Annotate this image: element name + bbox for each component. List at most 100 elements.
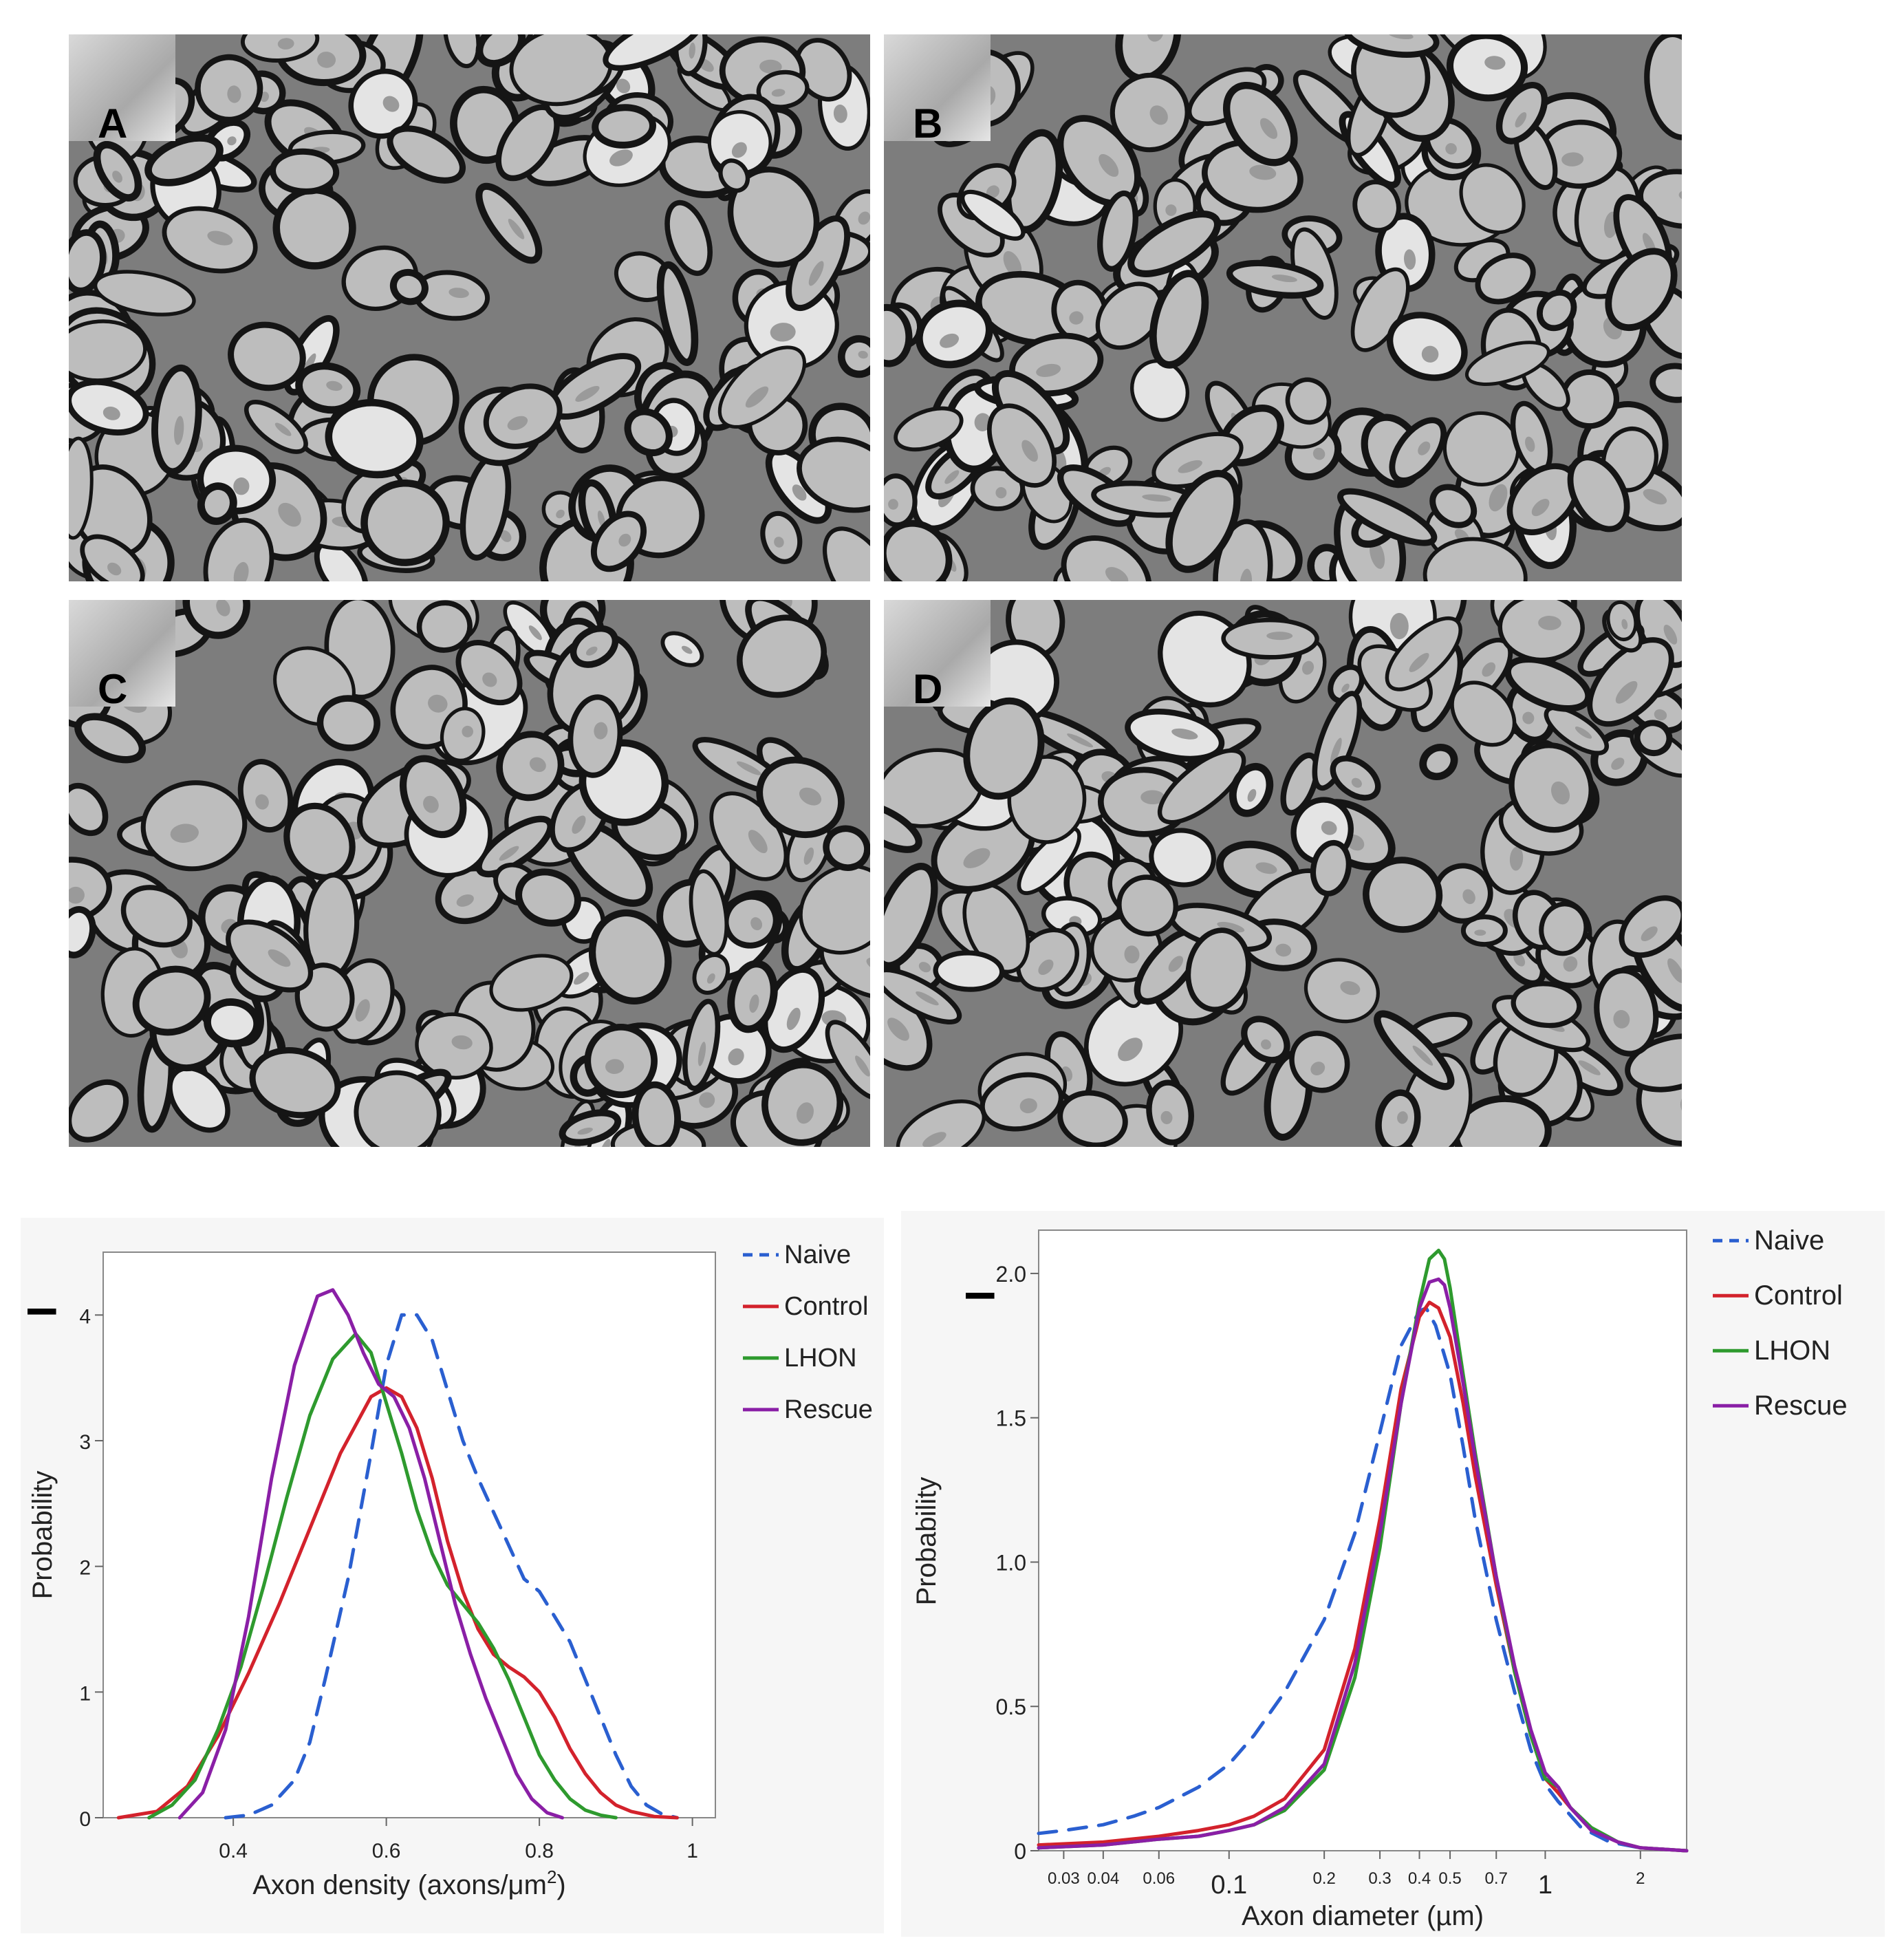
axon-profile [440,707,486,762]
axon-profile [884,519,953,581]
legend-label-naive: Naive [784,1240,851,1269]
axon-profile [1337,488,1438,546]
axon-profile [631,1081,681,1147]
panel-label-box [69,600,175,707]
micrograph-image [69,34,870,581]
axon-profile [1017,826,1081,896]
axon-profile [132,965,211,1036]
axon-profile [237,759,294,833]
x-tick-label: 0.8 [525,1840,554,1862]
axon-profile [588,909,672,1005]
axon-profile [140,780,248,872]
x-tick-label: 0.6 [372,1840,401,1862]
axon-profile [80,534,145,581]
axon-profile [1385,616,1462,691]
panel-label-box [884,34,991,141]
y-tick-label: 2 [79,1557,91,1580]
axon-profile [664,200,713,277]
x-axis-label: Axon diameter (µm) [1242,1901,1484,1931]
axon-profile [1130,358,1189,422]
axon-profile [727,960,778,1033]
axon-profile [1149,828,1216,888]
y-tick-label: 1 [79,1682,91,1705]
axon-profile [1157,748,1246,825]
legend-label-rescue: Rescue [784,1395,873,1424]
axon-profile [718,158,750,193]
legend-label-rescue: Rescue [1754,1390,1848,1421]
axon-profile [884,303,913,367]
axon-profile [1508,742,1594,833]
axon-density-chart: 0 1 2 3 4 0.4 0.6 0.8 1 Probability Axon density… [19,1240,873,1900]
y-tick-label: 2.0 [996,1262,1026,1287]
axon-profile [360,479,450,566]
axon-profile [1083,989,1184,1087]
x-tick-label: 0.1 [1211,1871,1247,1900]
axon-profile [325,398,424,479]
axon-profile [203,517,274,581]
plot-frame [102,1251,716,1818]
plot-frame [1038,1229,1687,1851]
legend-label-lhon: LHON [784,1344,857,1373]
axon-profile [162,206,258,274]
micrograph-image [884,600,1682,1147]
y-tick-label: 0 [79,1808,91,1831]
axon-profile [93,270,196,316]
axon-profile [590,511,647,572]
axon-profile [1213,519,1273,581]
axon-profile [980,1072,1064,1132]
axon-profile [1475,252,1536,305]
axon-profile [489,954,574,1012]
axon-profile [195,54,263,123]
axon-profile [1625,1033,1682,1093]
panel-label-box [69,34,175,141]
x-axis-label-text: Axon density (axons/μm [252,1870,547,1900]
axon-profile [204,998,261,1048]
axon-profile [69,229,107,294]
axon-profile [797,436,870,513]
micrograph-image [69,600,870,1147]
axon-profile [761,966,825,1053]
x-tick-label: 0.4 [1408,1869,1431,1888]
axon-profile [93,140,142,202]
axon-profile [475,182,543,264]
axon-profile [822,526,870,581]
axon-profile [933,950,1005,992]
axon-profile [1310,839,1352,896]
axon-profile [69,906,96,958]
legend: Naive Control LHON Rescue [1713,1225,1848,1421]
axon-profile [823,825,870,871]
axon-profile [496,731,565,802]
axon-profile [74,713,147,764]
axon-profile [387,125,466,184]
axon-profile [567,694,623,778]
axon-profile [756,69,810,109]
axon-profile [1289,1031,1350,1093]
axon-profile [1511,981,1582,1029]
legend: Naive Control LHON Rescue [743,1240,873,1424]
axon-profile [1389,417,1447,484]
axon-profile [416,600,473,653]
axon-profile [1343,34,1440,58]
axon-profile [837,335,870,378]
axon-profile [1185,927,1251,1013]
axon-profile [1606,600,1638,642]
y-tick-label: 3 [79,1431,91,1454]
x-tick-label: 0.5 [1438,1869,1461,1888]
axon-profile [736,614,827,698]
axon-profile [603,34,705,71]
axon-profile [240,34,320,63]
y-axis-label: Probability [911,1477,942,1606]
axon-profile [1587,637,1674,727]
axon-profile [559,1109,622,1146]
axon-profile [475,815,554,878]
x-axis-label-close: ) [556,1870,565,1900]
legend-label-lhon: LHON [1754,1335,1830,1366]
axon-profile [69,436,94,540]
x-tick-label: 2 [1636,1869,1645,1888]
axon-profile [1095,281,1164,350]
legend-label-naive: Naive [1754,1225,1824,1256]
panel-letter-d: D [913,666,943,712]
axon-profile [1536,289,1577,332]
axon-profile [1539,901,1589,956]
axon-profile [825,1020,870,1101]
